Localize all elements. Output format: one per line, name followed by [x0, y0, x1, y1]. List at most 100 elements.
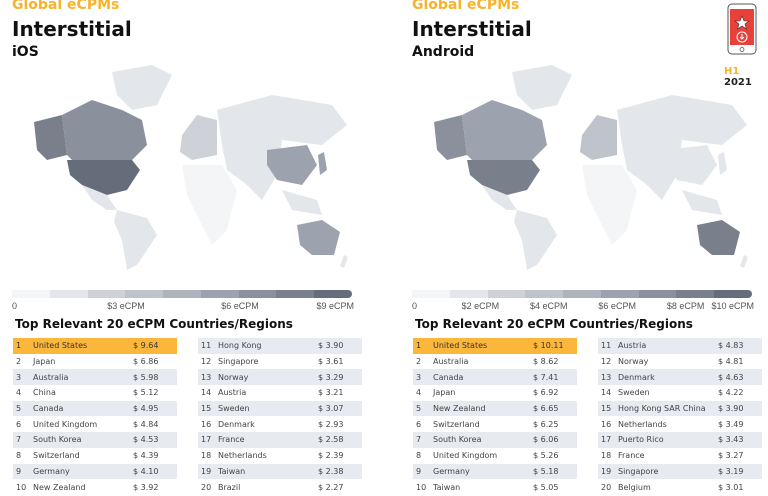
rank: 8 — [416, 451, 422, 461]
ranking-table: 11 Hong Kong $ 3.90 12 Singapore $ 3.61 … — [198, 338, 362, 495]
ecpm-value: $ 3.21 — [318, 388, 344, 398]
ecpm-value: $ 5.18 — [533, 466, 559, 476]
phone-star-download-icon — [727, 3, 757, 55]
ecpm-value: $ 9.64 — [133, 341, 159, 351]
ecpm-value: $ 2.93 — [318, 419, 344, 429]
table-row: 17 Puerto Rico $ 3.43 — [598, 432, 762, 448]
country: Netherlands — [618, 419, 667, 429]
legend-swatch — [12, 290, 50, 298]
legend-tick-label: $9 eCPM — [316, 301, 354, 311]
rank: 18 — [201, 451, 212, 461]
legend-swatch — [163, 290, 201, 298]
country: Switzerland — [33, 451, 80, 461]
rank: 5 — [416, 404, 422, 414]
rank: 2 — [416, 357, 422, 367]
country: Austria — [618, 341, 647, 351]
legend-swatch — [238, 290, 277, 298]
ecpm-value: $ 6.92 — [533, 388, 559, 398]
map-se-asia — [282, 190, 322, 215]
country: New Zealand — [433, 404, 486, 414]
rank: 20 — [201, 482, 212, 492]
rank: 7 — [16, 435, 22, 445]
ecpm-value: $ 3.92 — [133, 482, 159, 492]
table-row: 11 Hong Kong $ 3.90 — [198, 338, 362, 354]
ecpm-value: $ 4.63 — [718, 372, 744, 382]
table-row: 7 South Korea $ 4.53 — [13, 432, 177, 448]
table-row: 9 Germany $ 4.10 — [13, 463, 177, 480]
table-row: 3 Canada $ 7.41 — [413, 369, 577, 386]
rank: 1 — [416, 341, 422, 351]
ecpm-value: $ 4.84 — [133, 419, 159, 429]
table-row: 19 Singapore $ 3.19 — [598, 463, 762, 480]
ecpm-value: $ 6.25 — [533, 419, 559, 429]
table-row: 20 Belgium $ 3.01 — [598, 479, 762, 495]
map-africa — [582, 165, 637, 245]
table-row: 12 Norway $ 4.81 — [598, 354, 762, 370]
table-row: 4 Japan $ 6.92 — [413, 385, 577, 401]
table-row: 18 France $ 3.27 — [598, 448, 762, 464]
ranking-table: 1 United States $ 10.11 2 Australia $ 8.… — [413, 338, 577, 495]
country: South Korea — [433, 435, 482, 445]
ecpm-value: $ 2.58 — [318, 435, 344, 445]
country: Austria — [218, 388, 247, 398]
country: Taiwan — [433, 482, 461, 492]
country: Australia — [433, 357, 469, 367]
table-row: 14 Sweden $ 4.22 — [598, 385, 762, 401]
rank: 13 — [601, 372, 612, 382]
ecpm-value: $ 3.19 — [718, 466, 744, 476]
ecpm-value: $ 2.27 — [318, 482, 344, 492]
map-greenland — [512, 65, 572, 110]
country: Puerto Rico — [618, 435, 664, 445]
country: Japan — [33, 357, 56, 367]
ecpm-value: $ 3.90 — [718, 404, 744, 414]
rank: 18 — [601, 451, 612, 461]
table-row: 15 Hong Kong SAR China $ 3.90 — [598, 400, 762, 417]
country: Belgium — [618, 482, 651, 492]
ecpm-value: $ 3.49 — [718, 419, 744, 429]
table-row: 15 Sweden $ 3.07 — [198, 400, 362, 417]
android-panel: Global eCPMs Interstitial Android 0 $2 eC… — [412, 0, 762, 496]
rank: 17 — [201, 435, 212, 445]
table-row: 20 Brazil $ 2.27 — [198, 479, 362, 495]
map-south-america — [514, 210, 557, 270]
map-central-america — [82, 185, 117, 210]
table-title: Top Relevant 20 eCPM Countries/Regions — [15, 317, 293, 331]
map-canada — [62, 100, 147, 160]
ecpm-value: $ 3.29 — [318, 372, 344, 382]
map-new-zealand — [340, 255, 348, 268]
world-map — [434, 65, 748, 270]
legend-swatch — [49, 290, 88, 298]
ecpm-value: $ 4.83 — [718, 341, 744, 351]
table-row: 9 Germany $ 5.18 — [413, 463, 577, 480]
ecpm-value: $ 3.90 — [318, 341, 344, 351]
legend-swatch — [600, 290, 639, 298]
rank: 14 — [601, 388, 612, 398]
table-row: 6 United Kingdom $ 4.84 — [13, 416, 177, 432]
rank: 11 — [601, 341, 612, 351]
ad-format-title: Interstitial — [412, 17, 532, 41]
ad-format-title: Interstitial — [12, 17, 132, 41]
color-scale-legend — [12, 290, 352, 298]
country: Canada — [33, 404, 64, 414]
legend-swatch — [314, 290, 352, 298]
table-row: 12 Singapore $ 3.61 — [198, 354, 362, 370]
country: Sweden — [618, 388, 650, 398]
map-canada — [462, 100, 547, 160]
rank: 15 — [201, 404, 212, 414]
map-central-america — [482, 185, 517, 210]
rank: 15 — [601, 404, 612, 414]
legend-swatch — [449, 290, 488, 298]
country: South Korea — [33, 435, 82, 445]
rank: 1 — [16, 341, 22, 351]
legend-swatch — [87, 290, 126, 298]
ecpm-value: $ 7.41 — [533, 372, 559, 382]
map-russia — [617, 95, 747, 145]
rank: 3 — [416, 372, 422, 382]
map-africa — [182, 165, 237, 245]
ecpm-value: $ 3.43 — [718, 435, 744, 445]
country: United States — [33, 341, 88, 351]
table-row: 5 Canada $ 4.95 — [13, 400, 177, 417]
rank: 17 — [601, 435, 612, 445]
ecpm-value: $ 6.65 — [533, 404, 559, 414]
platform-label: iOS — [12, 44, 39, 60]
